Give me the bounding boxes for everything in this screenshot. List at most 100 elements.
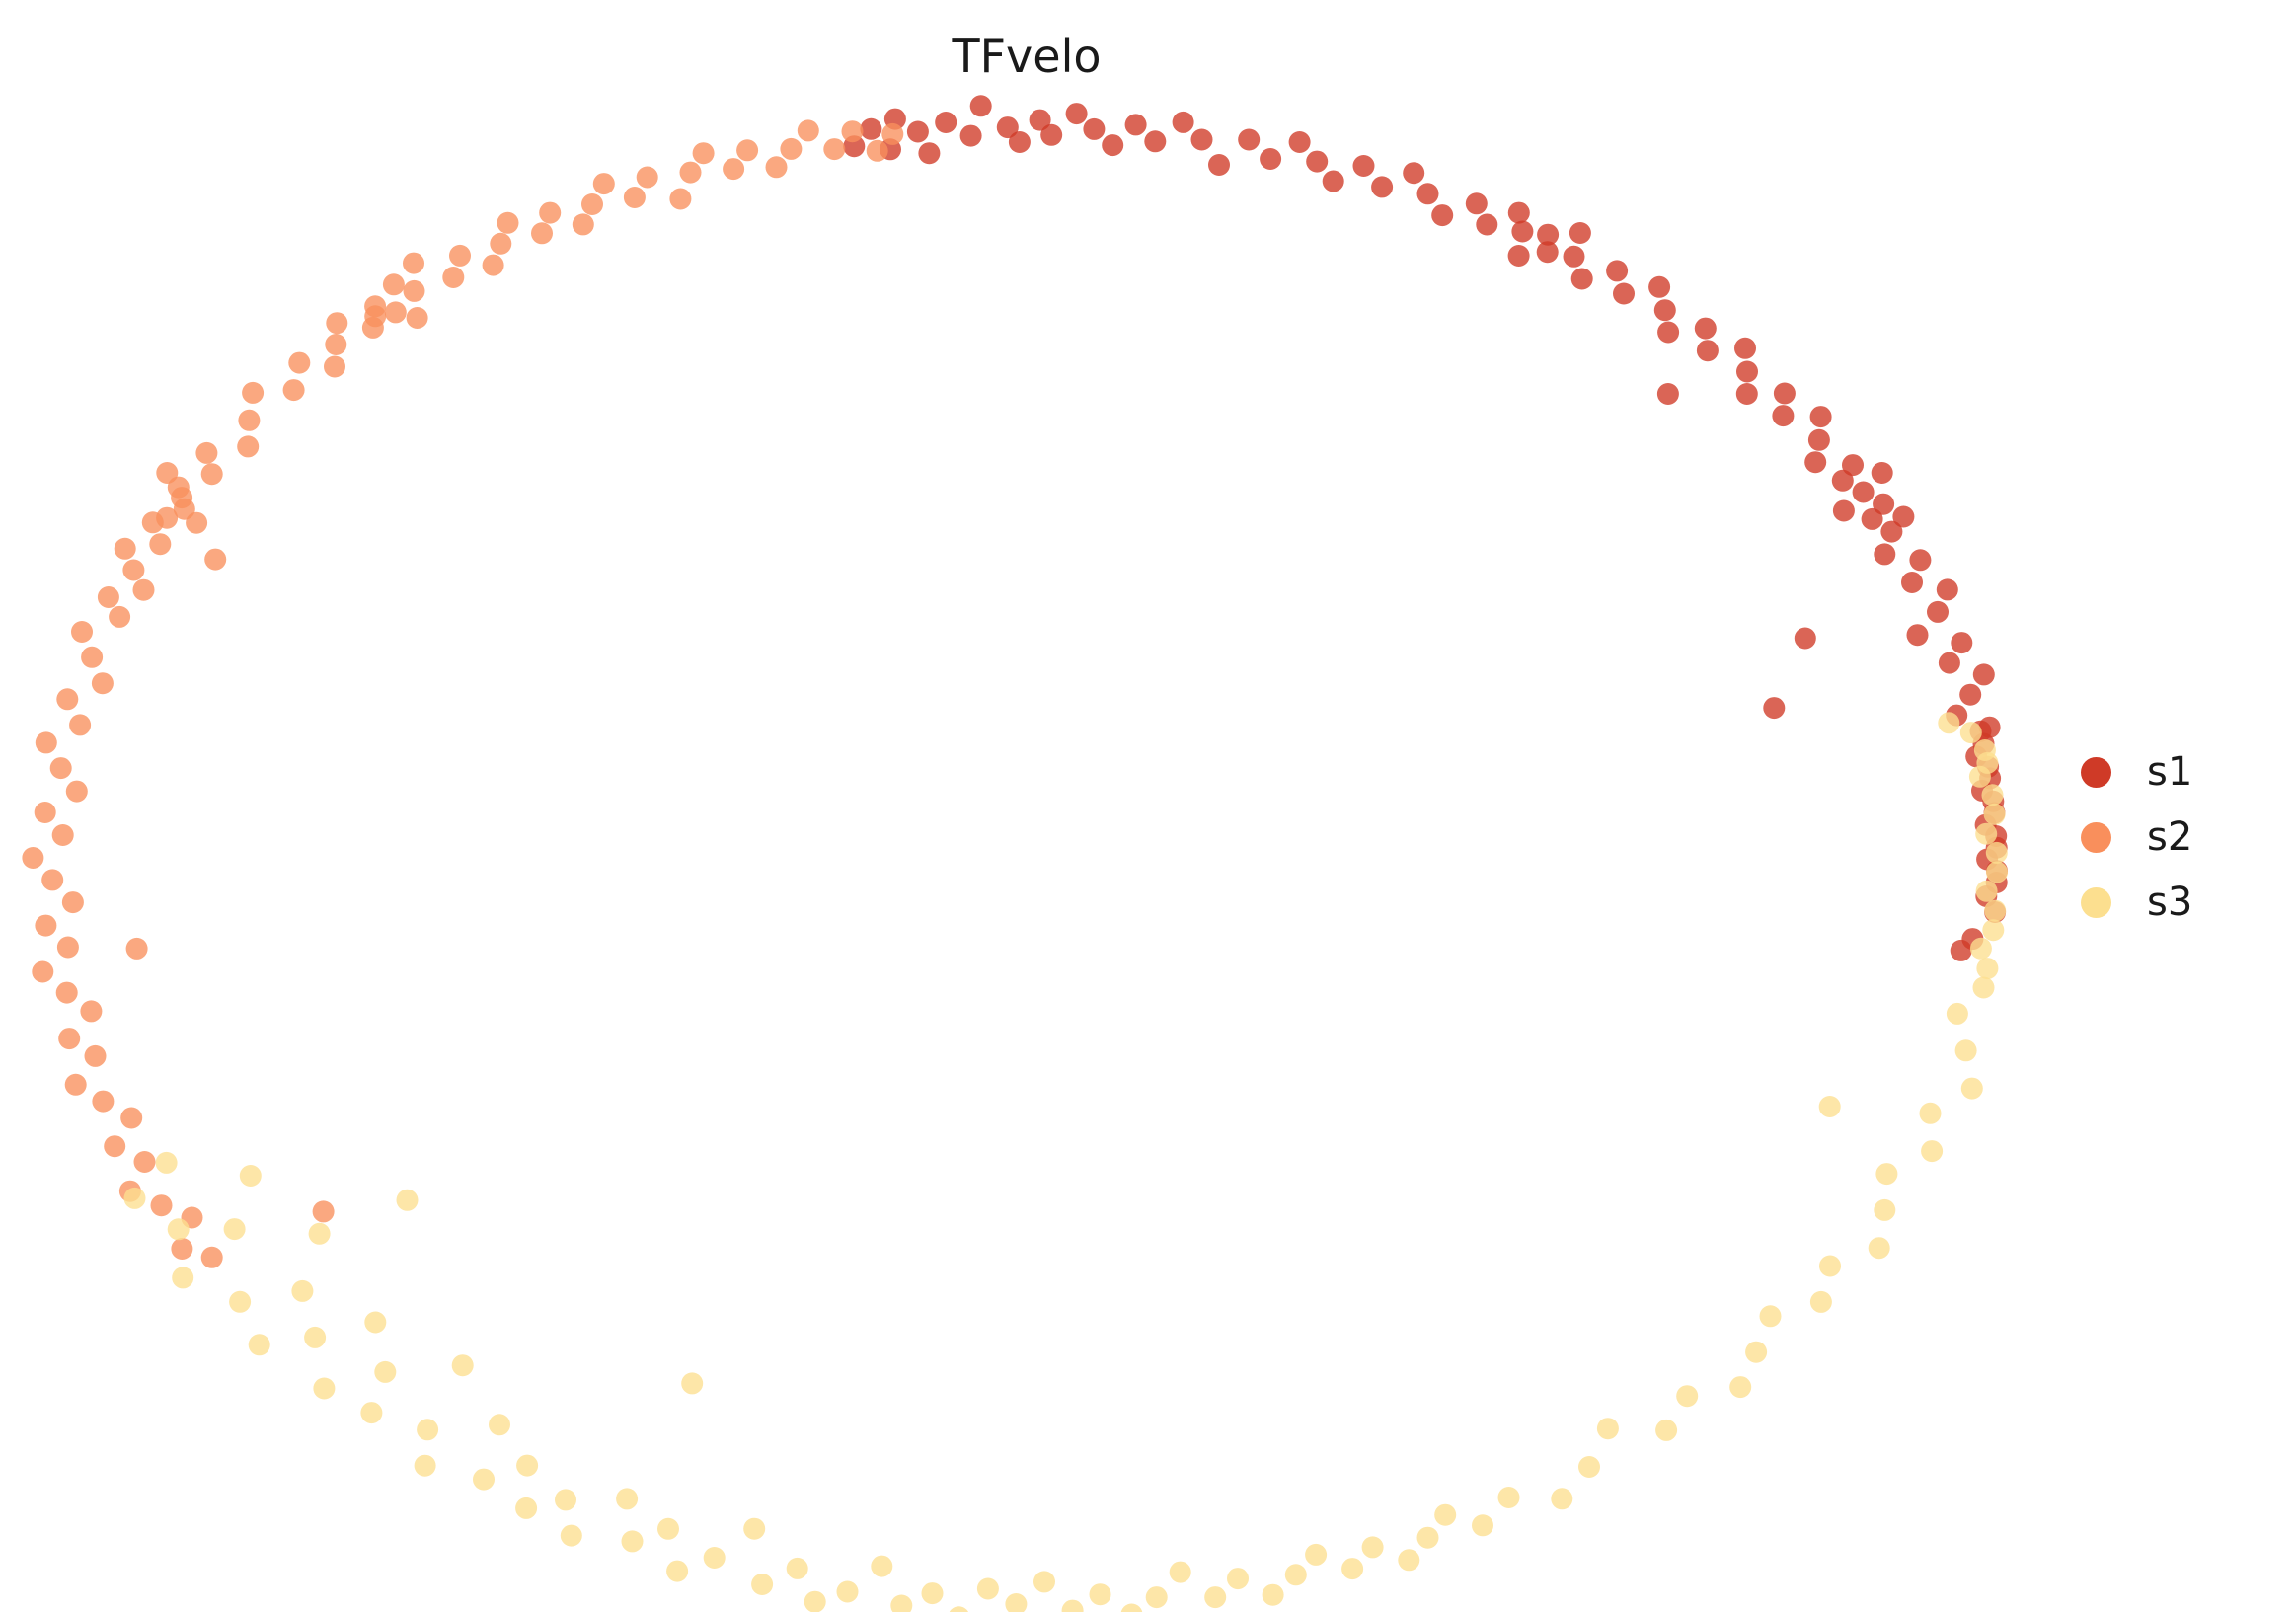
data-point-s1 (1040, 123, 1063, 146)
data-point-s2 (572, 213, 594, 236)
data-point-s1 (1772, 405, 1795, 427)
data-point-s2 (125, 937, 148, 960)
legend-label-s1: s1 (2147, 749, 2193, 795)
data-point-s3 (1305, 1543, 1328, 1566)
data-point-s3 (1341, 1558, 1364, 1580)
data-point-s1 (1083, 117, 1106, 140)
data-point-s3 (360, 1402, 383, 1424)
data-point-s1 (1736, 360, 1758, 383)
data-point-s2 (132, 578, 155, 601)
data-point-s3 (1975, 822, 1998, 845)
data-point-s2 (61, 891, 84, 914)
data-point-s3 (1972, 976, 1995, 999)
data-point-s3 (308, 1222, 331, 1245)
data-point-s2 (51, 824, 74, 846)
data-point-s1 (1938, 652, 1960, 674)
data-point-s2 (636, 166, 658, 189)
data-point-s2 (80, 1000, 103, 1023)
data-point-s3 (1145, 1586, 1168, 1609)
data-point-s3 (1960, 1077, 1983, 1100)
data-point-s1 (1959, 683, 1982, 706)
data-point-s1 (1653, 299, 1676, 322)
data-point-s3 (167, 1218, 190, 1241)
data-point-s2 (841, 120, 864, 143)
data-point-s2 (22, 847, 44, 869)
data-point-s2 (120, 1107, 143, 1129)
data-point-s1 (1260, 148, 1282, 170)
data-point-s1 (1950, 939, 1972, 961)
data-point-s1 (1906, 624, 1929, 647)
data-point-s2 (58, 1028, 81, 1050)
data-point-s2 (32, 960, 54, 983)
data-point-s1 (1807, 428, 1830, 451)
data-point-s3 (374, 1360, 397, 1383)
data-point-s3 (1434, 1503, 1457, 1526)
data-point-s2 (382, 273, 405, 296)
data-point-s3 (555, 1489, 576, 1511)
data-point-s2 (723, 158, 745, 181)
data-point-s1 (1874, 543, 1896, 566)
data-point-s3 (1874, 1198, 1896, 1221)
data-point-s2 (324, 355, 345, 378)
data-point-s3 (1959, 722, 1982, 744)
legend-item-s1: s1 (2081, 752, 2192, 792)
data-point-s2 (114, 537, 136, 560)
data-point-s1 (1288, 131, 1311, 153)
data-point-s2 (91, 672, 114, 695)
data-point-s2 (71, 621, 93, 643)
data-point-s3 (515, 1497, 538, 1519)
data-point-s3 (1868, 1237, 1890, 1260)
data-point-s3 (1919, 1102, 1942, 1124)
data-point-s1 (918, 142, 941, 165)
data-point-s1 (1927, 600, 1949, 623)
data-point-s3 (1809, 1290, 1832, 1313)
data-point-s2 (325, 334, 347, 355)
data-point-s1 (1008, 131, 1031, 153)
data-point-s3 (1416, 1526, 1439, 1549)
data-point-s1 (1613, 282, 1635, 305)
data-point-s1 (1873, 493, 1895, 515)
data-point-s3 (417, 1419, 439, 1441)
data-point-s3 (248, 1334, 270, 1356)
data-point-s3 (666, 1560, 689, 1582)
data-point-s2 (288, 351, 311, 374)
data-point-s3 (1033, 1571, 1055, 1593)
data-point-s3 (172, 1267, 194, 1289)
data-point-s3 (681, 1372, 704, 1395)
data-point-s1 (1569, 222, 1591, 244)
data-point-s2 (237, 435, 260, 458)
data-point-s2 (49, 757, 72, 780)
data-point-s1 (1306, 150, 1329, 173)
data-point-s2 (104, 1135, 126, 1158)
data-point-s3 (1984, 899, 2007, 922)
data-point-s3 (489, 1414, 510, 1436)
data-point-s3 (516, 1454, 539, 1477)
data-point-s2 (84, 1044, 107, 1067)
data-point-s2 (242, 381, 265, 404)
data-point-s2 (326, 312, 348, 335)
data-point-s3 (703, 1547, 726, 1569)
data-point-s1 (1861, 507, 1883, 530)
data-point-s1 (1842, 454, 1864, 477)
data-point-s1 (1794, 627, 1816, 650)
data-point-s3 (1089, 1583, 1111, 1606)
data-point-s1 (1832, 499, 1855, 522)
data-point-s2 (35, 731, 57, 754)
data-point-s3 (1061, 1599, 1084, 1612)
data-point-s3 (1921, 1140, 1944, 1163)
data-point-s1 (1852, 481, 1875, 503)
data-point-s3 (155, 1151, 178, 1174)
data-point-s1 (1606, 260, 1629, 282)
data-point-s2 (109, 605, 131, 628)
data-point-s3 (239, 1165, 262, 1187)
data-point-s2 (539, 201, 562, 224)
data-point-s2 (34, 802, 56, 823)
data-point-s2 (623, 187, 646, 208)
data-point-s3 (1875, 1163, 1898, 1186)
data-point-s2 (449, 244, 471, 267)
data-point-s2 (797, 119, 819, 142)
data-point-s3 (1759, 1305, 1782, 1328)
data-point-s3 (1284, 1564, 1307, 1586)
data-point-s2 (200, 1246, 223, 1268)
